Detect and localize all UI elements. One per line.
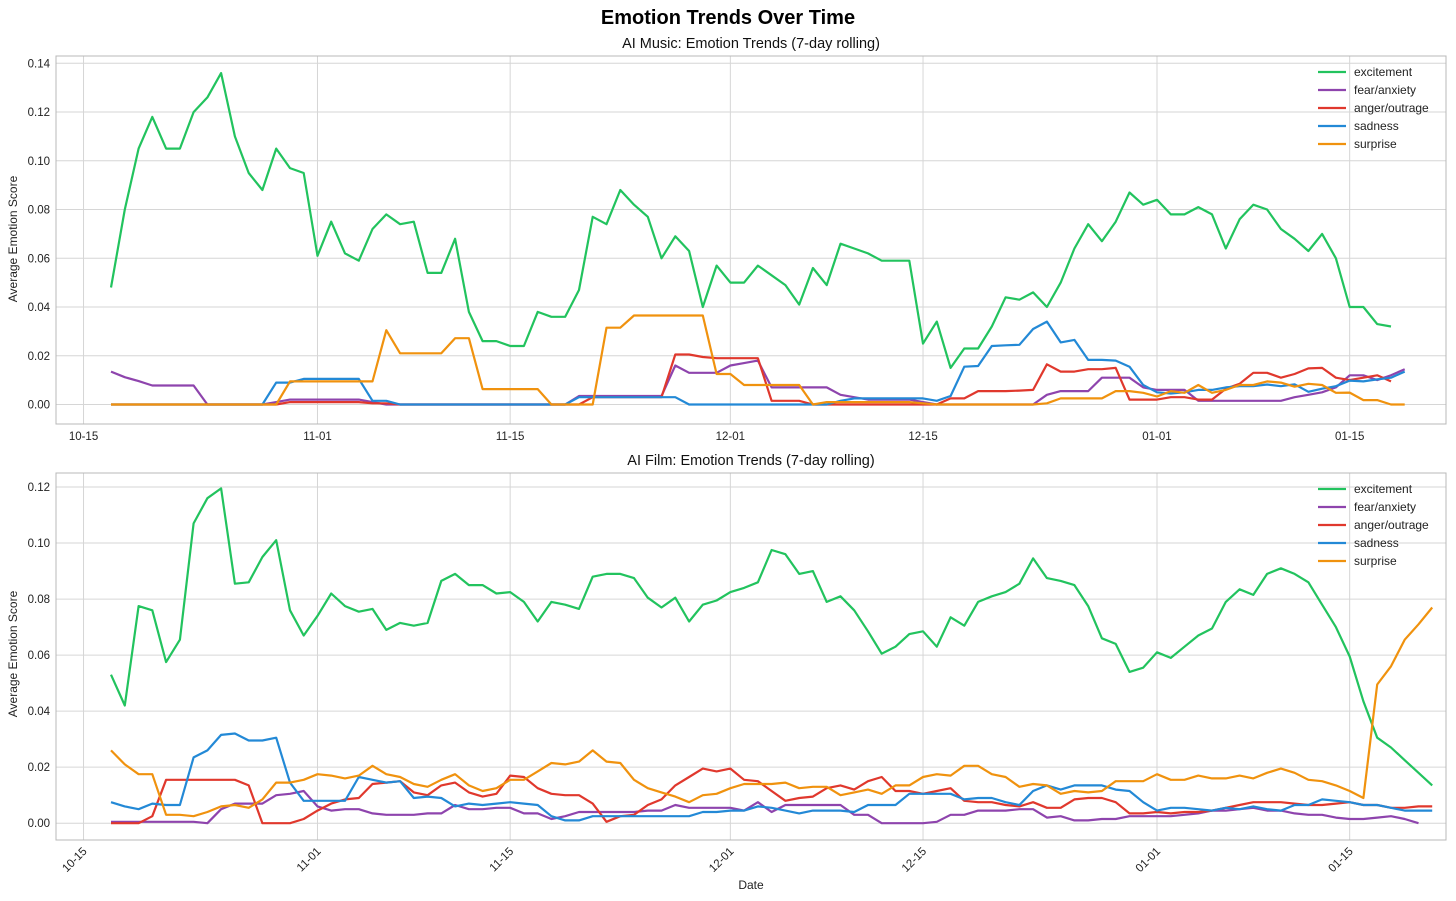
ai-film-x-tick-label: 11-15 [488, 846, 517, 875]
ai-music-y-tick-label: 0.02 [28, 351, 50, 363]
ai-film-x-tick-label: 12-15 [900, 846, 929, 875]
ai-film-legend-label-fear-anxiety: fear/anxiety [1354, 500, 1416, 514]
ai-music-legend-label-fear-anxiety: fear/anxiety [1354, 83, 1416, 97]
ai-film-excitement-line [109, 487, 1433, 787]
ai-film-y-tick-label: 0.02 [28, 762, 50, 774]
ai-music-plot-frame [55, 55, 1447, 425]
ai-film-legend-label-excitement: excitement [1354, 482, 1413, 496]
ai-film-legend: excitement fear/anxiety anger/outrage sadne… [1318, 482, 1429, 568]
ai-music-y-tick-label: 0.10 [28, 156, 50, 168]
ai-film-chart-title: AI Film: Emotion Trends (7-day rolling) [627, 453, 874, 469]
ai-music-y-axis-label: Average Emotion Score [6, 175, 20, 302]
ai-film-sadness-line [110, 732, 1433, 822]
ai-music-y-tick-label: 0.00 [28, 400, 50, 412]
ai-film-x-tick-label: 01-15 [1326, 846, 1355, 875]
ai-music-y-tick-label: 0.08 [28, 205, 50, 217]
ai-music-anger-outrage-line [111, 353, 1392, 406]
ai-film-y-axis-label: Average Emotion Score [6, 590, 20, 717]
ai-film-plot-frame [55, 472, 1447, 841]
ai-music-legend-label-excitement: excitement [1354, 65, 1413, 79]
ai-music-y-tick-label: 0.04 [28, 302, 51, 314]
ai-music-x-tick-label: 10-15 [69, 431, 98, 443]
ai-film-x-tick-label: 11-01 [295, 846, 324, 875]
ai-film-x-tick-label: 01-01 [1134, 846, 1163, 875]
ai-music-x-tick-label: 01-15 [1335, 431, 1364, 443]
ai-film-y-tick-label: 0.08 [28, 594, 50, 606]
ai-film-series-group [109, 487, 1434, 825]
ai-film-x-tick-label: 10-15 [60, 846, 89, 875]
ai-film-x-axis-label: Date [738, 878, 764, 892]
ai-music-x-tick-label: 12-15 [908, 431, 937, 443]
ai-music-legend-label-anger-outrage: anger/outrage [1354, 101, 1429, 115]
ai-music-y-tick-label: 0.12 [28, 107, 50, 119]
ai-film-panel: AI Film: Emotion Trends (7-day rolling) … [6, 453, 1447, 892]
ai-film-y-tick-label: 0.06 [28, 650, 50, 662]
ai-film-y-tick-label: 0.04 [28, 706, 51, 718]
ai-music-chart-title: AI Music: Emotion Trends (7-day rolling) [622, 36, 880, 52]
ai-music-x-tick-label: 11-15 [496, 431, 525, 443]
ai-music-legend-label-surprise: surprise [1354, 137, 1397, 151]
ai-music-y-tick-label: 0.06 [28, 253, 50, 265]
ai-film-y-tick-label: 0.00 [28, 818, 50, 830]
ai-music-x-tick-label: 01-01 [1142, 431, 1171, 443]
ai-music-sadness-line [111, 320, 1406, 406]
ai-music-excitement-line [109, 71, 1392, 369]
ai-music-x-tick-label: 12-01 [716, 431, 745, 443]
ai-film-surprise-line [110, 606, 1434, 818]
ai-film-x-tick-label: 12-01 [707, 846, 736, 875]
ai-film-legend-label-sadness: sadness [1354, 536, 1399, 550]
ai-film-legend-label-anger-outrage: anger/outrage [1354, 518, 1429, 532]
ai-music-y-tick-label: 0.14 [28, 58, 51, 70]
ai-music-panel: AI Music: Emotion Trends (7-day rolling)… [6, 36, 1447, 443]
ai-film-y-tick-label: 0.12 [28, 482, 50, 494]
ai-music-legend: excitement fear/anxiety anger/outrage sadne… [1318, 65, 1429, 151]
ai-music-series-group [109, 71, 1406, 406]
ai-film-y-tick-label: 0.10 [28, 538, 50, 550]
ai-film-legend-label-surprise: surprise [1354, 554, 1397, 568]
ai-music-x-tick-label: 11-01 [303, 431, 332, 443]
ai-music-gridlines [56, 56, 1446, 424]
ai-music-legend-label-sadness: sadness [1354, 119, 1399, 133]
figure-title: Emotion Trends Over Time [601, 7, 855, 29]
ai-music-fear-anxiety-line [110, 359, 1406, 406]
ai-music-surprise-line [111, 314, 1405, 406]
